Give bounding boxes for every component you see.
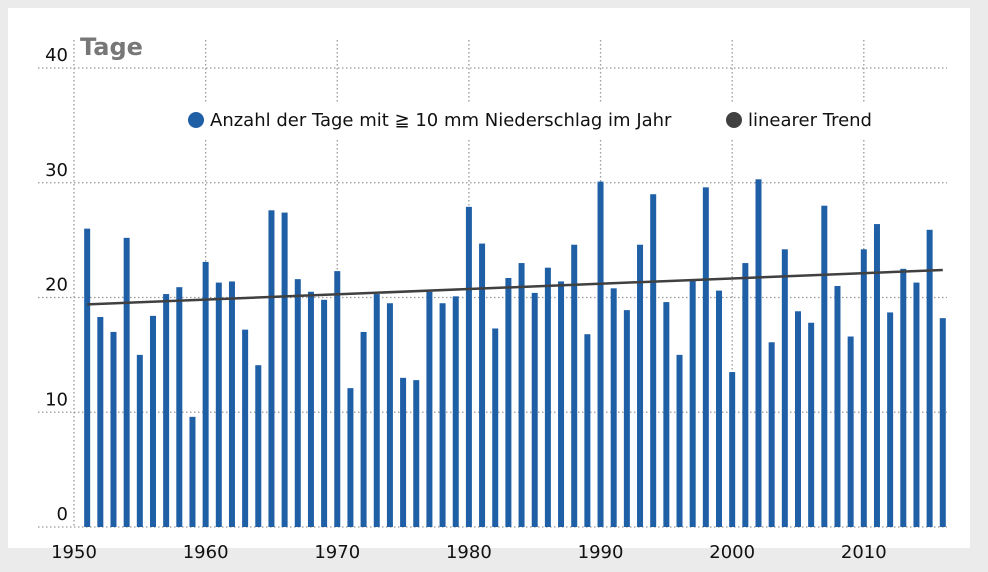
bar — [610, 288, 617, 527]
bar — [321, 299, 328, 527]
bar — [110, 331, 117, 527]
bar — [123, 237, 130, 527]
bar — [821, 205, 828, 527]
y-tick-label: 20 — [45, 275, 68, 296]
bar — [149, 315, 156, 527]
bar — [373, 294, 380, 527]
bar — [268, 210, 275, 528]
bar — [400, 377, 407, 527]
bar — [176, 287, 183, 527]
bar — [307, 291, 314, 527]
bar — [360, 331, 367, 527]
legend-marker — [726, 112, 742, 128]
bar — [281, 212, 288, 527]
bar — [755, 179, 762, 527]
bar — [676, 354, 683, 527]
bar — [847, 336, 854, 527]
y-tick-label: 10 — [45, 389, 68, 410]
bar — [334, 271, 341, 527]
bar — [439, 303, 446, 527]
bar — [716, 290, 723, 527]
bar — [228, 281, 235, 527]
x-tick-label: 1960 — [183, 542, 229, 563]
bar — [242, 329, 249, 527]
legend-box — [178, 102, 905, 138]
bar — [558, 281, 565, 527]
bar — [781, 249, 788, 527]
bar — [255, 365, 262, 527]
x-tick-label: 2010 — [841, 542, 887, 563]
bar — [939, 318, 946, 527]
x-tick-label: 1980 — [446, 542, 492, 563]
x-tick-label: 1990 — [578, 542, 624, 563]
y-tick-label: 0 — [57, 504, 68, 525]
bar — [544, 267, 551, 527]
bar — [860, 249, 867, 527]
bar — [531, 292, 538, 527]
y-axis-label: Tage — [80, 33, 143, 61]
legend-label: Anzahl der Tage mit ≧ 10 mm Niederschlag… — [210, 110, 672, 131]
y-tick-label: 40 — [45, 45, 68, 66]
bar — [386, 303, 393, 527]
bar — [887, 312, 894, 527]
bar — [808, 322, 815, 527]
x-tick-label: 1950 — [51, 542, 97, 563]
bar — [479, 243, 486, 527]
bar — [794, 311, 801, 527]
bar — [623, 310, 630, 527]
y-tick-label: 30 — [45, 160, 68, 181]
x-tick-label: 2000 — [709, 542, 755, 563]
bar — [347, 388, 354, 527]
bar — [913, 282, 920, 527]
bar — [571, 244, 578, 527]
bar — [84, 228, 91, 527]
bar — [505, 277, 512, 527]
bar — [413, 380, 420, 527]
bar — [650, 194, 657, 527]
bar — [663, 302, 670, 527]
bar — [689, 279, 696, 527]
legend-label: linearer Trend — [748, 110, 872, 131]
bar — [834, 286, 841, 527]
bar — [492, 328, 499, 527]
bar — [465, 206, 472, 527]
bar — [926, 229, 933, 528]
bar — [900, 268, 907, 527]
bar — [215, 282, 222, 527]
legend-marker — [188, 112, 204, 128]
bar — [702, 187, 709, 527]
trend-line — [87, 268, 943, 306]
bar — [97, 317, 104, 527]
bar — [202, 261, 209, 527]
bar — [873, 224, 880, 527]
x-tick-label: 1970 — [314, 542, 360, 563]
bar — [584, 334, 591, 527]
bar — [518, 263, 525, 527]
bar — [452, 296, 459, 527]
bar — [742, 263, 749, 527]
bar — [189, 416, 196, 527]
bar — [163, 294, 170, 527]
bar — [426, 291, 433, 527]
bar — [729, 372, 736, 527]
bar — [136, 354, 143, 527]
bar — [294, 279, 301, 527]
bar — [597, 181, 604, 528]
bar — [637, 244, 644, 527]
bar — [768, 342, 775, 527]
